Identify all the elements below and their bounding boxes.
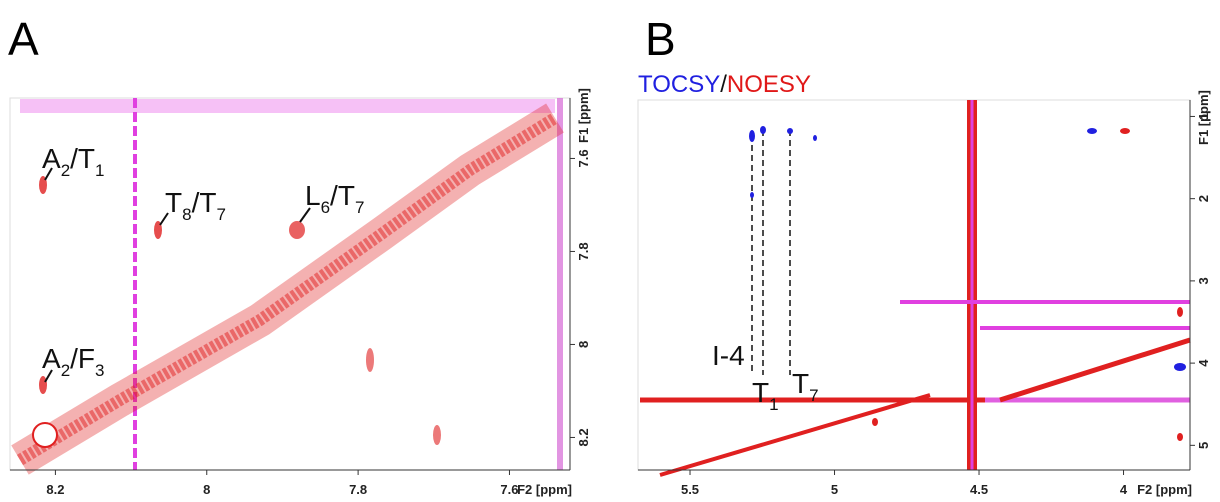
- y-tick-label: 8.2: [576, 428, 591, 446]
- peak: [433, 425, 441, 445]
- x-tick-label: 5.5: [681, 482, 699, 497]
- leader: [299, 207, 311, 223]
- subscript: 6: [321, 198, 330, 217]
- annotation-text: I-4: [712, 340, 745, 371]
- peak: [750, 192, 754, 198]
- x-tick-label: 7.8: [349, 482, 367, 497]
- subscript: 3: [95, 361, 104, 380]
- tocsy-peaks: [749, 126, 1186, 371]
- subscript: 8: [182, 205, 191, 224]
- annotation-text: T: [165, 187, 182, 218]
- peak: [32, 422, 58, 448]
- x-axis-label: F2 [ppm]: [1137, 482, 1192, 497]
- subscript: 1: [95, 161, 104, 180]
- artifact-band: [20, 99, 555, 113]
- peak: [1177, 307, 1183, 317]
- x-tick-label: 4.5: [970, 482, 988, 497]
- peak: [760, 126, 766, 134]
- annotation-text: A: [42, 343, 61, 374]
- annotation-text: /T: [330, 180, 355, 211]
- leader: [159, 212, 169, 226]
- legend: TOCSY/NOESY: [638, 71, 811, 98]
- diagonal: [16, 112, 559, 466]
- x-tick-label: 5: [831, 482, 838, 497]
- annotation-text: T: [752, 377, 769, 408]
- x-tick-label: 4: [1120, 482, 1128, 497]
- peak: [289, 221, 305, 239]
- peak-annotation: T1: [752, 377, 779, 414]
- peak-annotation: I-4: [712, 340, 745, 371]
- legend-entry: NOESY: [727, 71, 811, 98]
- x-tick-label: 8: [203, 482, 210, 497]
- annotation-text: /T: [192, 187, 217, 218]
- y-tick-label: 3: [1196, 277, 1211, 284]
- subscript: 7: [809, 386, 818, 405]
- y-axis-label: F1 [ppm]: [576, 88, 591, 143]
- subscript: 7: [216, 205, 225, 224]
- peak: [1120, 128, 1130, 134]
- peak-annotation: L6/T7: [305, 180, 364, 217]
- panel-label: A: [8, 13, 39, 65]
- y-tick-label: 7.6: [576, 149, 591, 167]
- legend-entry: TOCSY: [638, 71, 720, 98]
- peak-annotation: A2/F3: [42, 343, 105, 380]
- subscript: 2: [61, 361, 70, 380]
- x-axis-label: F2 [ppm]: [517, 482, 572, 497]
- leader: [44, 167, 53, 181]
- y-tick-label: 5: [1196, 442, 1211, 449]
- subscript: 2: [61, 161, 70, 180]
- x-tick-label: 7.6: [500, 482, 518, 497]
- annotation-text: A: [42, 143, 61, 174]
- peak: [1177, 433, 1183, 441]
- y-tick-label: 2: [1196, 195, 1211, 202]
- annotation-text: L: [305, 180, 321, 211]
- peak: [1087, 128, 1097, 134]
- annotation-text: T: [792, 368, 809, 399]
- peak: [813, 135, 817, 141]
- y-tick-label: 4: [1196, 359, 1211, 367]
- x-tick-label: 8.2: [46, 482, 64, 497]
- panel-label: B: [645, 13, 676, 65]
- y-tick-label: 7.8: [576, 242, 591, 260]
- plot-frame: [637, 99, 1191, 471]
- peak: [749, 130, 755, 142]
- diagonal: [999, 337, 1191, 403]
- peak-annotation: T8/T7: [165, 187, 226, 224]
- spectrum-b: [637, 99, 1191, 477]
- peak: [872, 418, 878, 426]
- noesy-peaks: [872, 128, 1183, 441]
- subscript: 1: [769, 395, 778, 414]
- peak: [39, 176, 47, 194]
- peak-annotation: A2/T1: [42, 143, 105, 180]
- y-tick-label: 1: [1196, 113, 1211, 120]
- peak-annotation: T7: [792, 368, 819, 405]
- annotation-text: /T: [70, 143, 95, 174]
- diagonal: [659, 393, 931, 477]
- y-tick-label: 8: [576, 341, 591, 348]
- peak: [787, 128, 793, 134]
- peak: [1174, 363, 1186, 371]
- annotation-text: /F: [70, 343, 95, 374]
- legend-entry: /: [720, 71, 727, 98]
- leader: [44, 369, 53, 383]
- spectrum-a: [9, 97, 571, 475]
- y-axis-label: F1 [ppm]: [1196, 90, 1211, 145]
- peak: [154, 221, 162, 239]
- peak: [366, 348, 374, 372]
- subscript: 7: [355, 198, 364, 217]
